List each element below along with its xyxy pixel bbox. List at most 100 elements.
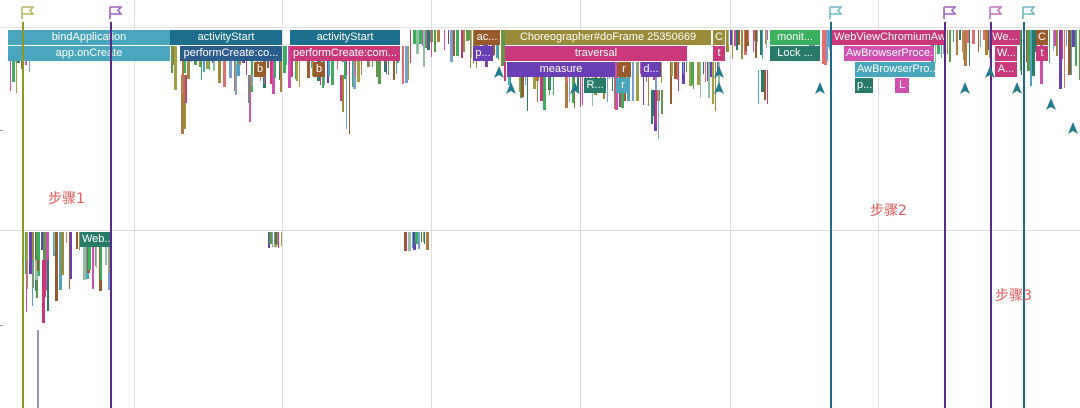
trace-slice[interactable]: A... — [995, 62, 1017, 77]
mini-slice[interactable] — [201, 46, 202, 80]
mini-slice[interactable] — [434, 30, 436, 52]
time-marker-line[interactable] — [1023, 22, 1025, 408]
flag-icon[interactable] — [989, 6, 1003, 20]
mini-slice[interactable] — [422, 30, 423, 46]
mini-slice[interactable] — [47, 260, 49, 311]
mini-slice[interactable] — [764, 70, 766, 100]
mini-slice[interactable] — [1027, 30, 1030, 71]
mini-slice[interactable] — [989, 30, 990, 58]
mini-slice[interactable] — [349, 46, 350, 92]
mini-slice[interactable] — [277, 232, 278, 245]
mini-slice[interactable] — [342, 75, 344, 112]
mini-slice[interactable] — [728, 30, 729, 45]
mini-slice[interactable] — [413, 232, 416, 250]
mini-slice[interactable] — [59, 232, 62, 290]
mini-slice[interactable] — [173, 46, 174, 65]
trace-slice[interactable]: p... — [473, 46, 493, 61]
trace-slice[interactable]: AwBrowserPro... — [855, 62, 935, 77]
trace-slice[interactable]: W... — [995, 46, 1017, 61]
mini-slice[interactable] — [482, 30, 485, 60]
mini-slice[interactable] — [38, 232, 40, 276]
mini-slice[interactable] — [947, 30, 948, 54]
trace-slice[interactable]: b — [254, 62, 266, 77]
trace-slice[interactable]: Lock ... — [770, 46, 820, 61]
mini-slice[interactable] — [406, 232, 407, 251]
mini-slice[interactable] — [105, 232, 107, 265]
mini-slice[interactable] — [248, 75, 249, 103]
mini-slice[interactable] — [757, 30, 758, 42]
trace-slice[interactable]: t — [1036, 46, 1048, 61]
trace-slice[interactable]: monit... — [770, 30, 820, 45]
mini-slice[interactable] — [761, 70, 764, 92]
mini-slice[interactable] — [1026, 30, 1027, 62]
mini-slice[interactable] — [79, 232, 80, 250]
mini-slice[interactable] — [274, 46, 276, 78]
mini-slice[interactable] — [100, 232, 102, 280]
mini-slice[interactable] — [461, 30, 463, 58]
mini-slice[interactable] — [55, 232, 58, 301]
mini-slice[interactable] — [953, 30, 954, 42]
mini-slice[interactable] — [985, 30, 988, 55]
mini-slice[interactable] — [42, 260, 45, 323]
trace-slice[interactable]: ac... — [474, 30, 500, 45]
trace-slice[interactable]: b — [313, 62, 325, 77]
mini-slice[interactable] — [278, 232, 279, 248]
mini-slice[interactable] — [331, 46, 334, 85]
flag-icon[interactable] — [1022, 6, 1036, 20]
flow-arrow-icon[interactable] — [714, 82, 724, 96]
mini-slice[interactable] — [402, 46, 404, 84]
mini-slice[interactable] — [312, 46, 314, 76]
mini-slice[interactable] — [416, 30, 419, 54]
mini-slice[interactable] — [671, 62, 673, 76]
flow-arrow-icon[interactable] — [506, 82, 516, 96]
mini-slice[interactable] — [651, 90, 653, 124]
flow-arrow-icon[interactable] — [960, 82, 970, 96]
mini-slice[interactable] — [700, 62, 701, 98]
mini-slice[interactable] — [540, 62, 543, 101]
mini-slice[interactable] — [469, 30, 470, 40]
mini-slice[interactable] — [726, 30, 729, 52]
mini-slice[interactable] — [450, 30, 453, 62]
mini-slice[interactable] — [223, 46, 226, 87]
mini-slice[interactable] — [424, 232, 425, 244]
mini-slice[interactable] — [355, 46, 356, 77]
mini-slice[interactable] — [758, 70, 759, 104]
mini-slice[interactable] — [181, 75, 184, 134]
mini-slice[interactable] — [418, 232, 420, 249]
trace-slice[interactable]: Choreographer#doFrame 25350669 — [505, 30, 711, 45]
mini-slice[interactable] — [693, 62, 694, 89]
mini-slice[interactable] — [822, 30, 824, 64]
mini-slice[interactable] — [291, 46, 293, 77]
time-marker-line[interactable] — [944, 22, 946, 408]
mini-slice[interactable] — [283, 46, 286, 73]
mini-slice[interactable] — [275, 232, 277, 244]
mini-slice[interactable] — [288, 46, 291, 88]
mini-slice[interactable] — [988, 30, 989, 50]
mini-slice[interactable] — [648, 62, 649, 106]
trace-slice[interactable]: AwBrowserProce... — [844, 46, 934, 61]
flag-icon[interactable] — [943, 6, 957, 20]
mini-slice[interactable] — [1068, 30, 1071, 75]
mini-slice[interactable] — [734, 30, 737, 46]
mini-slice[interactable] — [959, 30, 961, 40]
mini-slice[interactable] — [582, 62, 583, 105]
mini-slice[interactable] — [269, 232, 272, 244]
mini-slice[interactable] — [409, 232, 411, 248]
mini-slice[interactable] — [280, 46, 282, 92]
time-marker-line[interactable] — [110, 22, 112, 408]
mini-slice[interactable] — [76, 232, 78, 249]
mini-slice[interactable] — [183, 75, 186, 129]
mini-slice[interactable] — [235, 46, 237, 95]
mini-slice[interactable] — [393, 46, 395, 80]
flow-arrow-icon[interactable] — [714, 66, 724, 80]
mini-slice[interactable] — [637, 62, 638, 76]
mini-slice[interactable] — [410, 30, 411, 63]
flow-arrow-icon[interactable] — [570, 82, 580, 96]
mini-slice[interactable] — [632, 62, 634, 101]
mini-slice[interactable] — [730, 30, 732, 45]
mini-slice[interactable] — [1056, 30, 1058, 56]
mini-slice[interactable] — [966, 30, 969, 43]
mini-slice[interactable] — [96, 232, 97, 268]
mini-slice[interactable] — [419, 30, 422, 44]
mini-slice[interactable] — [527, 62, 528, 111]
